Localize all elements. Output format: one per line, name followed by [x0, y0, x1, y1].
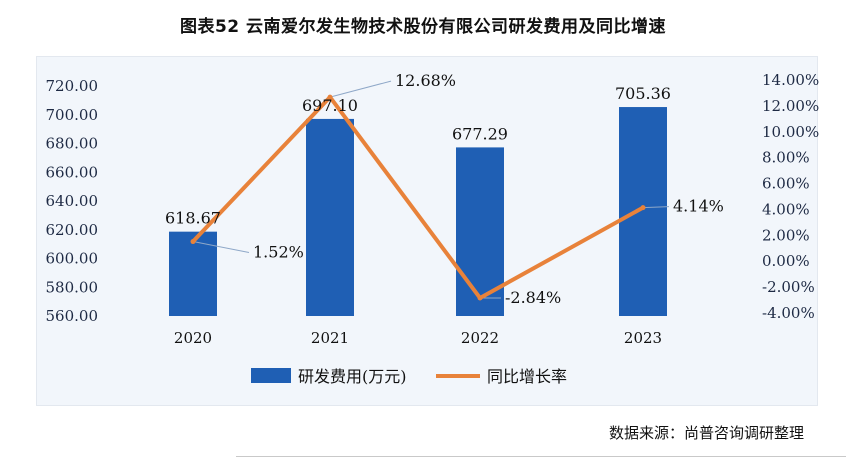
bar	[306, 118, 354, 316]
line-point	[477, 295, 483, 301]
right-tick-label: 4.00%	[762, 200, 810, 218]
left-tick-label: 600.00	[46, 250, 99, 268]
right-tick-label: 10.00%	[762, 123, 819, 141]
category-label: 2022	[461, 329, 499, 347]
line-value-label: -2.84%	[505, 288, 561, 307]
left-tick-label: 620.00	[46, 221, 99, 239]
data-source: 数据来源：尚普咨询调研整理	[608, 424, 804, 442]
right-tick-label: -4.00%	[762, 304, 815, 322]
bar-value-label: 697.10	[302, 96, 358, 115]
legend-line-label: 同比增长率	[487, 367, 567, 386]
chart-panel	[36, 56, 818, 406]
line-value-label: 12.68%	[395, 71, 456, 90]
line-series	[190, 94, 646, 301]
legend: 研发费用(万元) 同比增长率	[251, 367, 567, 386]
right-tick-label: 8.00%	[762, 149, 810, 167]
left-tick-label: 700.00	[46, 106, 99, 124]
label-leader-line	[329, 80, 392, 98]
label-connectors	[192, 80, 670, 299]
bar	[169, 231, 217, 316]
left-tick-label: 560.00	[46, 307, 99, 325]
legend-bar-label: 研发费用(万元)	[298, 367, 407, 386]
bar-value-label: 705.36	[615, 84, 671, 103]
chart-title: 图表52 云南爱尔发生物技术股份有限公司研发费用及同比增速	[179, 17, 667, 37]
right-tick-label: 6.00%	[762, 175, 810, 193]
bar-value-labels: 618.67 697.10 677.29 705.36	[165, 84, 671, 228]
right-tick-label: 14.00%	[762, 71, 819, 89]
category-label: 2020	[174, 329, 212, 347]
left-tick-label: 640.00	[46, 192, 99, 210]
left-tick-label: 720.00	[46, 77, 99, 95]
bar-value-label: 677.29	[452, 124, 508, 143]
legend-bar-swatch	[251, 368, 291, 383]
line-point	[190, 239, 196, 245]
line-point	[327, 94, 333, 100]
bar-series	[169, 107, 667, 316]
line-value-label: 4.14%	[673, 197, 724, 216]
right-axis: -4.00% -2.00% 0.00% 2.00% 4.00% 6.00% 8.00% 10.…	[762, 71, 819, 322]
category-label: 2021	[311, 329, 349, 347]
right-tick-label: -2.00%	[762, 278, 815, 296]
label-leader-line	[642, 206, 670, 209]
bar	[619, 107, 667, 316]
left-tick-label: 580.00	[46, 278, 99, 296]
line-value-labels: 1.52% 12.68% -2.84% 4.14%	[253, 71, 724, 307]
left-tick-label: 680.00	[46, 135, 99, 153]
left-axis: 560.00 580.00 600.00 620.00 640.00 660.00 680.…	[46, 77, 99, 325]
right-tick-label: 0.00%	[762, 252, 810, 270]
label-leader-line	[192, 241, 250, 254]
bar-value-label: 618.67	[165, 209, 221, 228]
right-tick-label: 12.00%	[762, 97, 819, 115]
bottom-divider	[236, 456, 846, 457]
left-tick-label: 660.00	[46, 163, 99, 181]
line-point	[640, 205, 646, 211]
right-tick-label: 2.00%	[762, 226, 810, 244]
category-axis: 2020 2021 2022 2023	[174, 329, 662, 347]
growth-line	[191, 95, 645, 300]
category-label: 2023	[624, 329, 662, 347]
line-value-label: 1.52%	[253, 243, 304, 262]
